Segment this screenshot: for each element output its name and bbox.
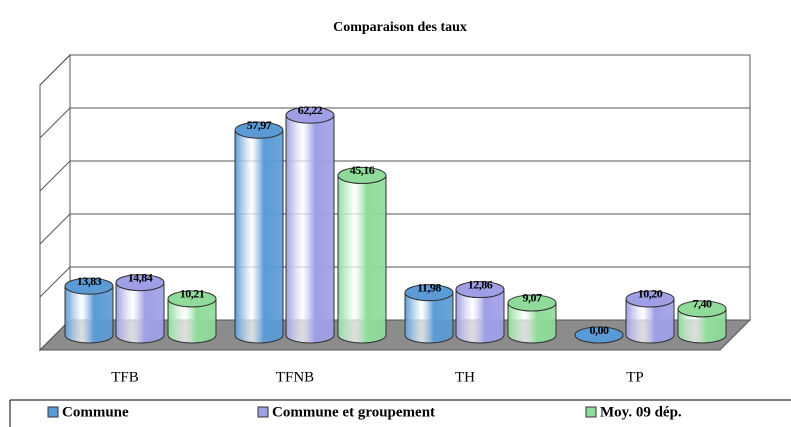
bar-body: [285, 115, 335, 344]
bar-top: [337, 166, 387, 184]
bar-top: [625, 290, 675, 308]
bar-top: [507, 294, 557, 312]
x-tick-label: TH: [455, 369, 475, 385]
data-label: 0,00: [590, 323, 610, 337]
x-tick-label: TFB: [111, 369, 139, 385]
legend-swatch: [585, 406, 597, 418]
bar-body: [64, 286, 114, 344]
bar-top: [677, 300, 727, 318]
x-tick-label: TP: [626, 369, 644, 385]
bar-top: [404, 284, 454, 302]
bar-top: [115, 274, 165, 292]
bar: [574, 326, 624, 344]
data-label: 10,21: [180, 287, 205, 301]
data-label: 45,16: [350, 163, 375, 177]
floor: [38, 319, 752, 351]
back-wall: [69, 54, 751, 321]
data-label: 14,84: [128, 270, 153, 284]
data-label: 9,07: [523, 291, 543, 305]
bar-top: [285, 106, 335, 124]
bar: [404, 284, 454, 344]
legend-swatch: [47, 406, 59, 418]
x-tick-label: TFNB: [276, 369, 314, 385]
bar-top: [234, 121, 284, 139]
bar: [625, 290, 675, 344]
bar: [115, 274, 165, 344]
legend-label: Commune et groupement: [272, 404, 435, 420]
bar-top: [167, 290, 217, 308]
bar: [677, 300, 727, 344]
bar-top: [574, 326, 624, 344]
legend-label: Moy. 09 dép.: [600, 404, 682, 420]
grid-line: [39, 107, 750, 139]
bar-top: [64, 277, 114, 295]
legend-label: Commune: [62, 404, 129, 420]
bar: [455, 281, 505, 344]
bar: [507, 294, 557, 344]
data-label: 62,22: [298, 103, 323, 117]
data-label: 11,98: [417, 280, 441, 294]
bar: [167, 290, 217, 344]
bar-body: [115, 282, 165, 344]
grid-line: [39, 160, 750, 192]
bar: [234, 121, 284, 344]
data-label: 57,97: [247, 118, 272, 132]
bar-body: [337, 175, 387, 344]
data-label: 7,40: [693, 297, 713, 311]
bar: [285, 106, 335, 344]
legend-swatch: [257, 406, 269, 418]
bar-top: [455, 281, 505, 299]
bar: [337, 166, 387, 344]
grid-line: [39, 54, 750, 86]
grid-line: [39, 213, 750, 245]
chart-title: Comparaison des taux: [333, 20, 467, 35]
data-label: 13,83: [77, 274, 102, 288]
grid-line: [39, 266, 750, 298]
data-label: 12,86: [468, 277, 493, 291]
bar-body: [234, 130, 284, 344]
bar: [64, 277, 114, 344]
data-label: 10,20: [638, 287, 663, 301]
